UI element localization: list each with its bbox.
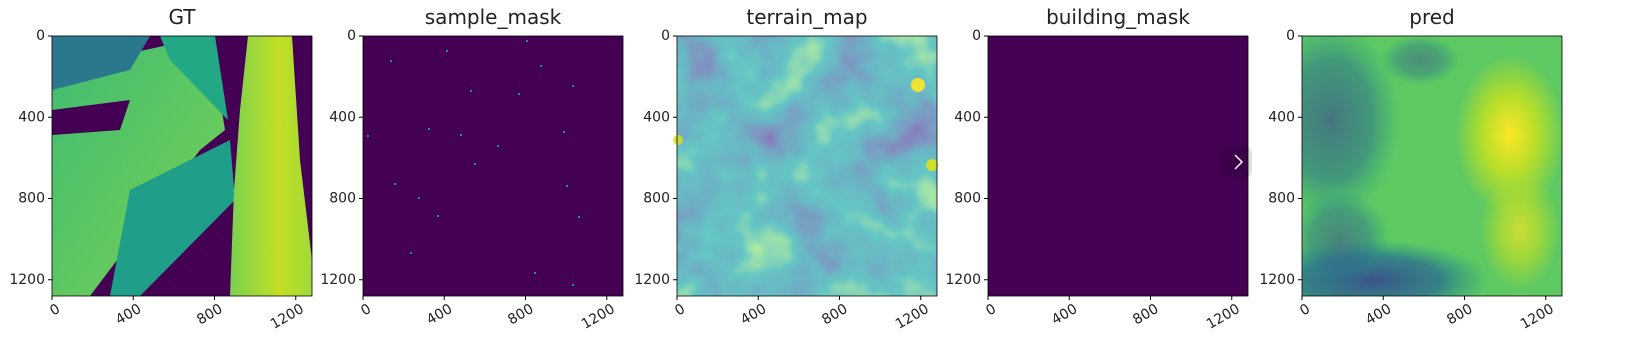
y-tick-label: 0	[661, 28, 670, 44]
y-tick-label: 800	[1268, 191, 1295, 207]
panel-title: terrain_map	[746, 5, 867, 29]
x-tick-label: 400	[424, 301, 455, 328]
carousel-next-button[interactable]	[1220, 146, 1252, 178]
y-tick-label: 400	[954, 109, 981, 125]
x-tick-label: 0	[983, 301, 999, 319]
y-tick-label: 800	[643, 191, 670, 207]
panel-title: sample_mask	[425, 5, 562, 29]
y-tick-label: 800	[18, 191, 45, 207]
x-tick-label: 1200	[893, 301, 932, 333]
axes-frame	[51, 35, 313, 297]
x-tick-label: 800	[1444, 301, 1475, 328]
x-tick-label: 0	[47, 301, 63, 319]
y-tick-label: 1200	[1259, 272, 1295, 288]
x-tick-label: 400	[1363, 301, 1394, 328]
building-mask-image	[988, 36, 1248, 296]
x-tick-label: 0	[1297, 301, 1313, 319]
axes-frame	[676, 35, 938, 297]
panel-title: GT	[168, 5, 196, 29]
x-tick-label: 400	[738, 301, 769, 328]
panel-title: pred	[1409, 5, 1454, 29]
gt-image	[52, 36, 312, 296]
x-tick-label: 800	[819, 301, 850, 328]
x-tick-label: 800	[1130, 301, 1161, 328]
x-tick-label: 400	[113, 301, 144, 328]
x-tick-label: 0	[672, 301, 688, 319]
terrain-map-image	[673, 36, 938, 296]
y-tick-label: 0	[36, 28, 45, 44]
y-tick-label: 1200	[9, 272, 45, 288]
x-tick-label: 400	[1049, 301, 1080, 328]
x-tick-label: 800	[505, 301, 536, 328]
axes-frame	[362, 35, 624, 297]
x-tick-label: 1200	[1204, 301, 1243, 333]
y-tick-label: 800	[954, 191, 981, 207]
x-tick-label: 800	[194, 301, 225, 328]
y-tick-label: 800	[329, 191, 356, 207]
y-tick-label: 400	[18, 109, 45, 125]
panel-title: building_mask	[1046, 5, 1190, 29]
y-tick-label: 400	[1268, 109, 1295, 125]
y-tick-label: 0	[972, 28, 981, 44]
y-tick-label: 1200	[634, 272, 670, 288]
y-tick-label: 400	[643, 109, 670, 125]
y-tick-label: 1200	[945, 272, 981, 288]
y-tick-label: 1200	[320, 272, 356, 288]
y-tick-label: 0	[347, 28, 356, 44]
pred-image	[1302, 36, 1562, 296]
y-tick-label: 400	[329, 109, 356, 125]
axes-frame	[987, 35, 1249, 297]
x-tick-label: 1200	[579, 301, 618, 333]
axes-frame	[1301, 35, 1563, 297]
x-tick-label: 1200	[1518, 301, 1557, 333]
y-tick-label: 0	[1286, 28, 1295, 44]
x-tick-label: 1200	[268, 301, 307, 333]
x-tick-label: 0	[358, 301, 374, 319]
sample-mask-image	[363, 36, 623, 296]
